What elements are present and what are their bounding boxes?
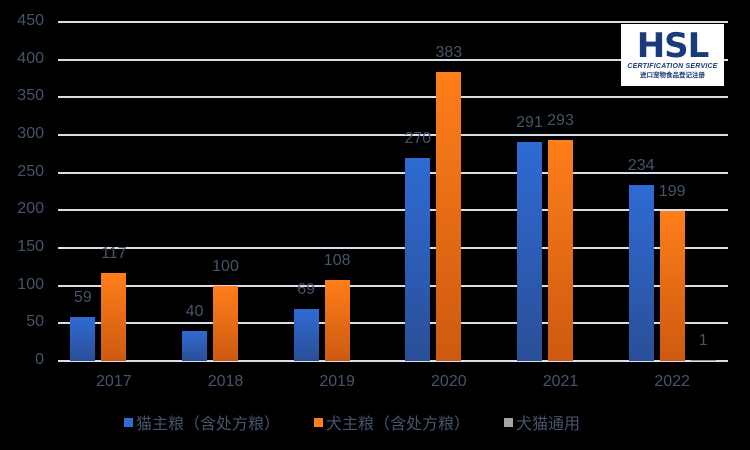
y-tick-label: 450: [17, 12, 44, 29]
bar-2018-series-1: [213, 285, 238, 361]
data-label: 59: [73, 288, 92, 306]
data-label: 100: [212, 257, 239, 275]
bar-2018-series-0: [182, 330, 207, 361]
bar-2021-series-1: [548, 140, 573, 361]
y-tick-label: 400: [17, 49, 44, 67]
data-label: 40: [185, 302, 204, 320]
legend-item-cat: 猫主粮（含处方粮）: [124, 410, 280, 434]
bar-2019-series-1: [324, 279, 350, 361]
gridline: [58, 322, 728, 325]
bar-2017-series-0: [70, 316, 96, 361]
data-label: 234: [627, 156, 655, 174]
legend-item-dog: 犬主粮（含处方粮）: [314, 410, 470, 434]
data-label: 270: [404, 129, 432, 147]
gridline: [58, 96, 728, 99]
x-tick-label: 2022: [654, 373, 690, 390]
y-tick-label: 250: [17, 162, 44, 180]
x-tick-label: 2019: [319, 373, 355, 390]
data-label: 69: [297, 281, 316, 299]
data-label: 293: [547, 112, 574, 130]
data-label: 291: [516, 113, 543, 131]
y-tick-label: 50: [26, 313, 44, 331]
hsl-logo: HSL CERTIFICATION SERVICE 进口宠物食品登记注册: [621, 24, 724, 86]
gridline: [58, 360, 728, 362]
gridline: [58, 21, 728, 23]
data-label: 108: [323, 251, 351, 269]
bar-2022-series-2: [690, 360, 716, 361]
data-label: 117: [101, 244, 127, 262]
legend-label-both: 犬猫通用: [516, 416, 581, 433]
bar-2017-series-1: [101, 272, 127, 361]
x-tick-label: 2017: [96, 373, 132, 390]
logo-subtitle: CERTIFICATION SERVICE: [627, 63, 718, 70]
logo-main-text: HSL: [636, 26, 710, 66]
gridline: [58, 134, 728, 136]
bar-2020-series-1: [436, 72, 462, 361]
y-tick-label: 200: [17, 200, 44, 218]
data-label: 199: [658, 183, 686, 201]
data-label: 383: [435, 44, 463, 62]
legend: 猫主粮（含处方粮） 犬主粮（含处方粮） 犬猫通用: [124, 410, 580, 434]
y-tick-label: 350: [17, 87, 44, 105]
logo-chinese-text: 进口宠物食品登记注册: [640, 72, 705, 79]
y-tick-label: 300: [17, 125, 44, 142]
legend-swatch-cat: [124, 417, 133, 427]
x-tick-label: 2020: [431, 373, 467, 390]
x-tick-label: 2021: [542, 373, 579, 390]
legend-item-both: 犬猫通用: [504, 410, 580, 434]
gridline: [58, 58, 728, 61]
bar-2022-series-0: [628, 184, 654, 361]
legend-swatch-both: [504, 417, 514, 427]
y-tick-label: 150: [17, 238, 44, 255]
gridline: [58, 171, 728, 174]
legend-label-cat: 猫主粮（含处方粮）: [136, 416, 281, 433]
gridline: [58, 247, 728, 249]
y-tick-label: 100: [17, 275, 44, 293]
legend-label-dog: 犬主粮（含处方粮）: [326, 416, 471, 433]
x-tick-label: 2018: [207, 373, 244, 390]
data-label: 1: [698, 332, 708, 350]
gridline: [58, 209, 728, 212]
bar-2022-series-1: [659, 211, 685, 361]
bar-2020-series-0: [405, 157, 431, 361]
y-tick-label: 0: [35, 351, 44, 368]
bar-2019-series-0: [293, 309, 319, 361]
gridline: [58, 284, 728, 287]
legend-swatch-dog: [314, 417, 324, 427]
bar-2021-series-0: [517, 141, 542, 361]
